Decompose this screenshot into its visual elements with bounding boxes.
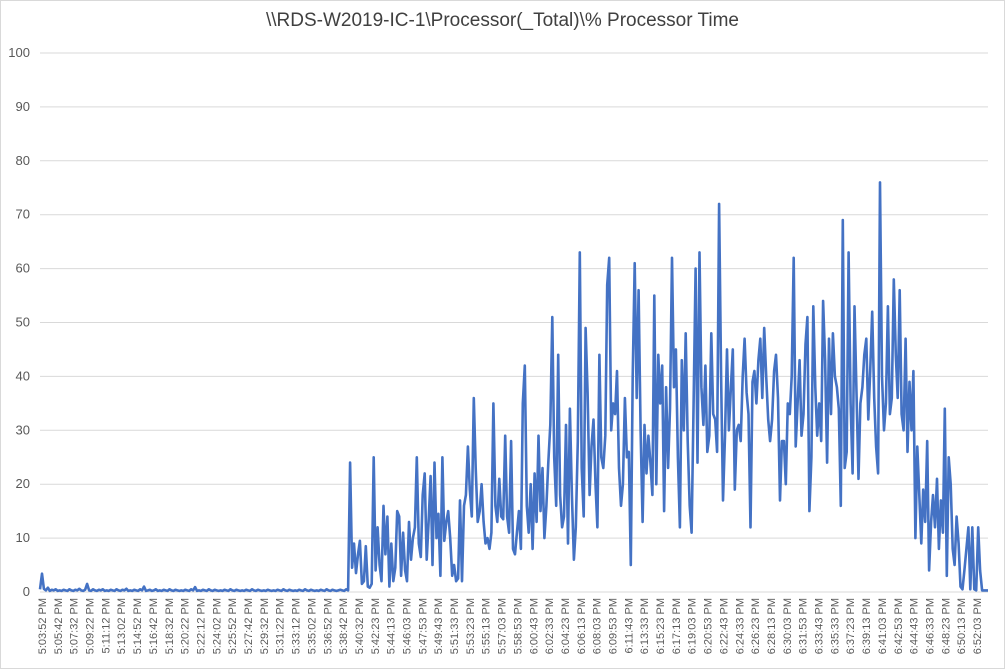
- x-tick-label: 6:13:33 PM: [639, 598, 651, 654]
- x-tick-label: 5:09:22 PM: [85, 598, 97, 654]
- x-tick-label: 5:58:53 PM: [512, 598, 524, 654]
- y-tick-label: 0: [23, 584, 30, 599]
- x-tick-label: 6:52:03 PM: [972, 598, 984, 654]
- x-tick-label: 5:51:33 PM: [449, 598, 461, 654]
- x-tick-label: 5:07:32 PM: [69, 598, 81, 654]
- y-tick-label: 30: [16, 422, 30, 437]
- x-tick-label: 5:57:03 PM: [497, 598, 509, 654]
- x-tick-label: 6:02:33 PM: [544, 598, 556, 654]
- x-tick-label: 5:49:43 PM: [433, 598, 445, 654]
- x-tick-label: 5:55:13 PM: [481, 598, 493, 654]
- x-tick-label: 6:46:33 PM: [924, 598, 936, 654]
- x-tick-label: 5:22:12 PM: [195, 598, 207, 654]
- x-tick-label: 5:14:52 PM: [132, 598, 144, 654]
- y-tick-label: 90: [16, 99, 30, 114]
- x-tick-label: 6:22:43 PM: [718, 598, 730, 654]
- x-tick-label: 5:53:23 PM: [465, 598, 477, 654]
- x-tick-label: 5:03:52 PM: [37, 598, 49, 654]
- x-tick-label: 6:28:13 PM: [766, 598, 778, 654]
- x-tick-label: 5:16:42 PM: [148, 598, 160, 654]
- y-tick-label: 100: [8, 45, 30, 60]
- x-tick-label: 5:25:52 PM: [227, 598, 239, 654]
- x-tick-label: 6:17:13 PM: [671, 598, 683, 654]
- x-tick-label: 5:47:53 PM: [417, 598, 429, 654]
- x-tick-label: 6:00:43 PM: [528, 598, 540, 654]
- x-tick-label: 5:24:02 PM: [211, 598, 223, 654]
- y-tick-label: 40: [16, 368, 30, 383]
- x-tick-label: 6:41:03 PM: [877, 598, 889, 654]
- y-tick-label: 70: [16, 207, 30, 222]
- gridlines: [40, 52, 988, 593]
- x-tick-label: 6:50:13 PM: [956, 598, 968, 654]
- y-tick-label: 80: [16, 153, 30, 168]
- x-tick-label: 6:19:03 PM: [687, 598, 699, 654]
- x-tick-label: 5:42:23 PM: [370, 598, 382, 654]
- x-tick-label: 6:09:53 PM: [608, 598, 620, 654]
- x-tick-label: 5:18:32 PM: [164, 598, 176, 654]
- x-tick-label: 5:13:02 PM: [116, 598, 128, 654]
- x-tick-label: 5:35:02 PM: [306, 598, 318, 654]
- x-tick-label: 5:29:32 PM: [259, 598, 271, 654]
- x-tick-label: 6:26:23 PM: [750, 598, 762, 654]
- x-tick-label: 6:15:23 PM: [655, 598, 667, 654]
- x-tick-label: 6:33:43 PM: [814, 598, 826, 654]
- x-tick-label: 6:48:23 PM: [940, 598, 952, 654]
- y-tick-label: 60: [16, 261, 30, 276]
- x-tick-label: 6:44:43 PM: [909, 598, 921, 654]
- x-tick-label: 5:20:22 PM: [180, 598, 192, 654]
- x-tick-label: 6:24:33 PM: [734, 598, 746, 654]
- x-tick-label: 6:08:03 PM: [592, 598, 604, 654]
- x-tick-label: 5:36:52 PM: [322, 598, 334, 654]
- x-tick-label: 5:05:42 PM: [53, 598, 65, 654]
- x-tick-label: 6:06:13 PM: [576, 598, 588, 654]
- x-tick-label: 6:11:43 PM: [623, 598, 635, 653]
- x-tick-label: 5:44:13 PM: [386, 598, 398, 654]
- x-tick-label: 5:11:12 PM: [100, 598, 112, 653]
- chart-title: \\RDS-W2019-IC-1\Processor(_Total)\% Pro…: [265, 10, 739, 31]
- x-tick-label: 6:31:53 PM: [798, 598, 810, 654]
- y-tick-label: 10: [16, 530, 30, 545]
- x-tick-label: 6:42:53 PM: [893, 598, 905, 654]
- x-tick-label: 5:40:32 PM: [354, 598, 366, 654]
- x-tick-label: 5:33:12 PM: [291, 598, 303, 654]
- x-tick-label: 5:31:22 PM: [275, 598, 287, 654]
- series-line: [38, 181, 988, 593]
- x-tick-label: 5:27:42 PM: [243, 598, 255, 654]
- x-tick-label: 6:20:53 PM: [703, 598, 715, 654]
- x-axis-tick-labels: 5:03:52 PM 5:05:42 PM 5:07:32 PM 5:09:22 PM…: [37, 598, 984, 654]
- y-axis-tick-labels: 0 10 20 30 40 50 60 70 80 90 100: [8, 45, 30, 599]
- x-tick-label: 6:37:23 PM: [845, 598, 857, 654]
- y-tick-label: 50: [16, 315, 30, 330]
- x-tick-label: 5:46:03 PM: [401, 598, 413, 654]
- x-tick-label: 6:35:33 PM: [829, 598, 841, 654]
- x-tick-label: 6:30:03 PM: [782, 598, 794, 654]
- x-tick-label: 6:39:13 PM: [861, 598, 873, 654]
- y-tick-label: 20: [16, 476, 30, 491]
- x-tick-label: 6:04:23 PM: [560, 598, 572, 654]
- x-tick-label: 5:38:42 PM: [338, 598, 350, 654]
- series-layer: [38, 181, 988, 593]
